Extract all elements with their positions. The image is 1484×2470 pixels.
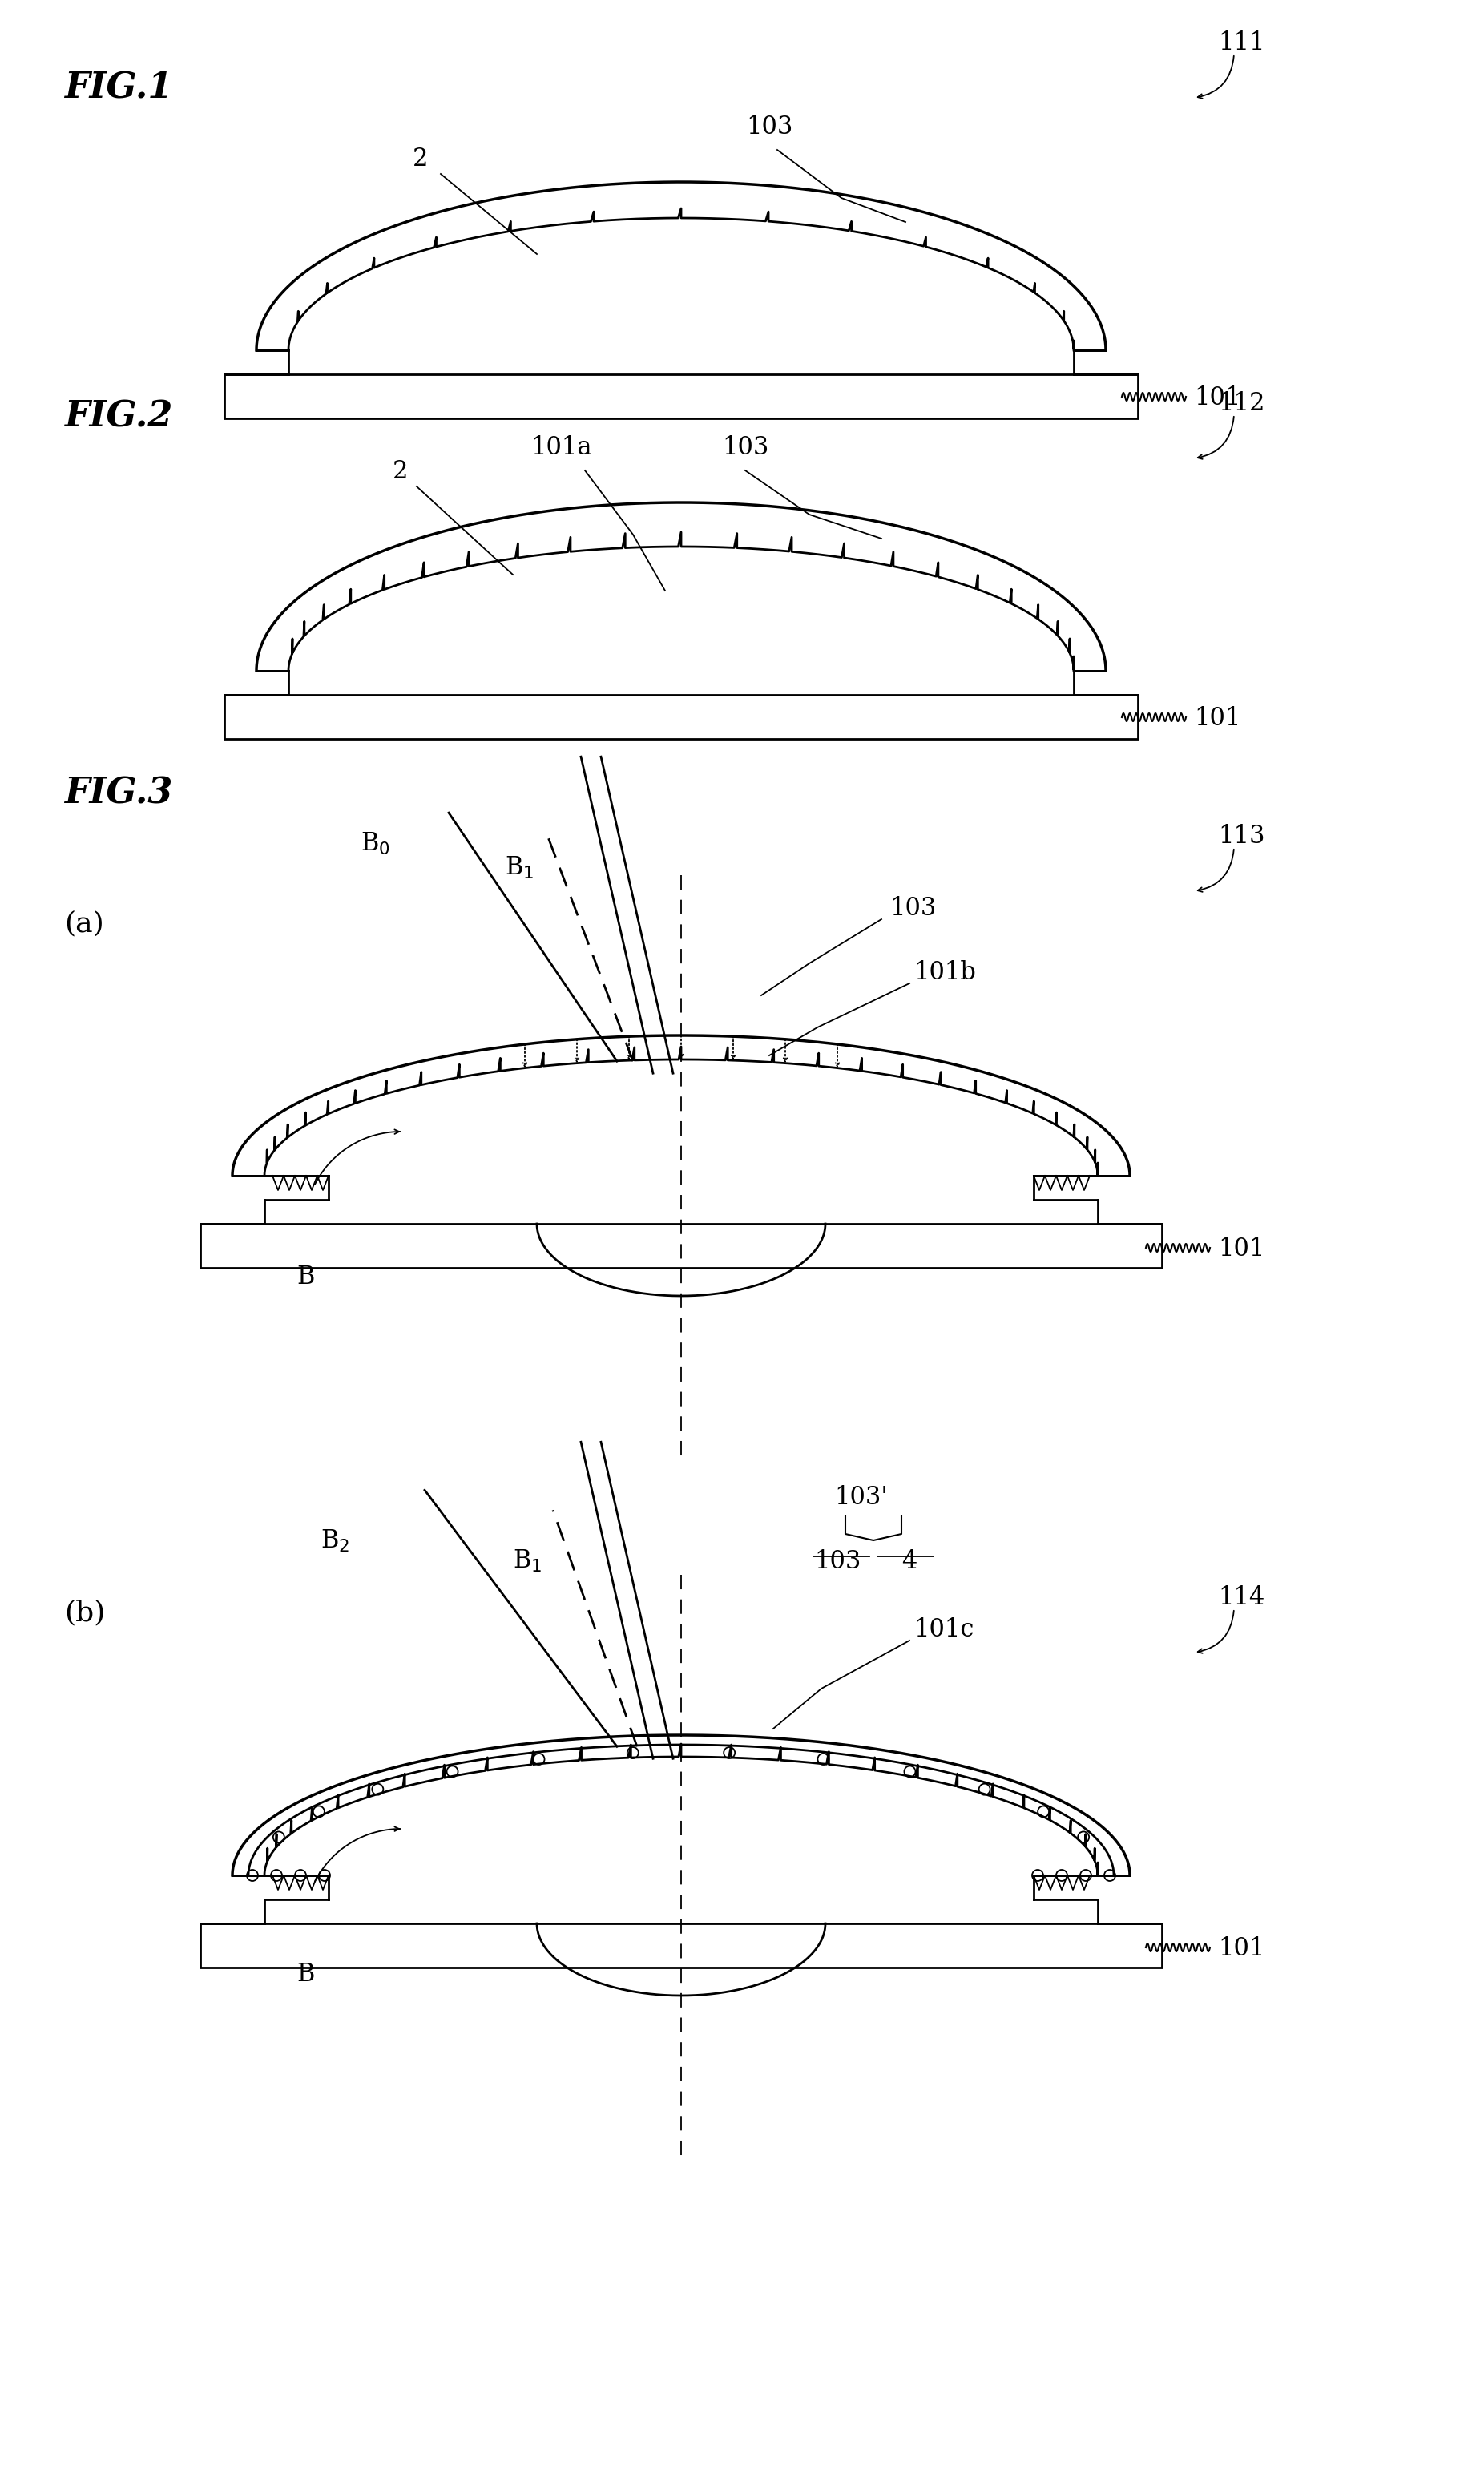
Text: 111: 111 xyxy=(1218,30,1264,54)
Bar xyxy=(224,694,1138,739)
Text: 103: 103 xyxy=(889,897,936,921)
Bar xyxy=(200,1223,1162,1267)
Text: FIG.2: FIG.2 xyxy=(64,400,172,435)
Text: 101c: 101c xyxy=(914,1618,974,1643)
Text: FIG.1: FIG.1 xyxy=(64,72,172,106)
Text: FIG.3: FIG.3 xyxy=(64,776,172,810)
Text: 2: 2 xyxy=(393,459,408,484)
Text: 103: 103 xyxy=(721,435,769,459)
Text: 101a: 101a xyxy=(530,435,592,459)
Text: 103: 103 xyxy=(746,114,792,138)
Text: B$_2$: B$_2$ xyxy=(321,1529,350,1554)
Text: 112: 112 xyxy=(1218,390,1264,415)
Text: (a): (a) xyxy=(64,909,104,936)
Text: B: B xyxy=(297,1961,315,1986)
Text: B$_1$: B$_1$ xyxy=(513,1549,542,1573)
Text: 4: 4 xyxy=(902,1549,917,1573)
Text: 114: 114 xyxy=(1218,1586,1264,1610)
Text: B$_0$: B$_0$ xyxy=(361,830,390,857)
Text: 101b: 101b xyxy=(914,961,976,986)
Text: 101: 101 xyxy=(1218,1237,1264,1262)
Text: 103: 103 xyxy=(813,1549,861,1573)
Text: B$_1$: B$_1$ xyxy=(505,855,534,882)
Bar xyxy=(224,375,1138,417)
Text: (b): (b) xyxy=(64,1598,105,1625)
Text: 101: 101 xyxy=(1195,706,1241,731)
Text: 103': 103' xyxy=(834,1484,887,1509)
Text: 101: 101 xyxy=(1218,1936,1264,1961)
Text: 2: 2 xyxy=(413,146,429,170)
Bar xyxy=(200,1924,1162,1969)
Text: 101: 101 xyxy=(1195,385,1241,410)
Text: B: B xyxy=(297,1265,315,1289)
Text: 113: 113 xyxy=(1218,825,1264,850)
